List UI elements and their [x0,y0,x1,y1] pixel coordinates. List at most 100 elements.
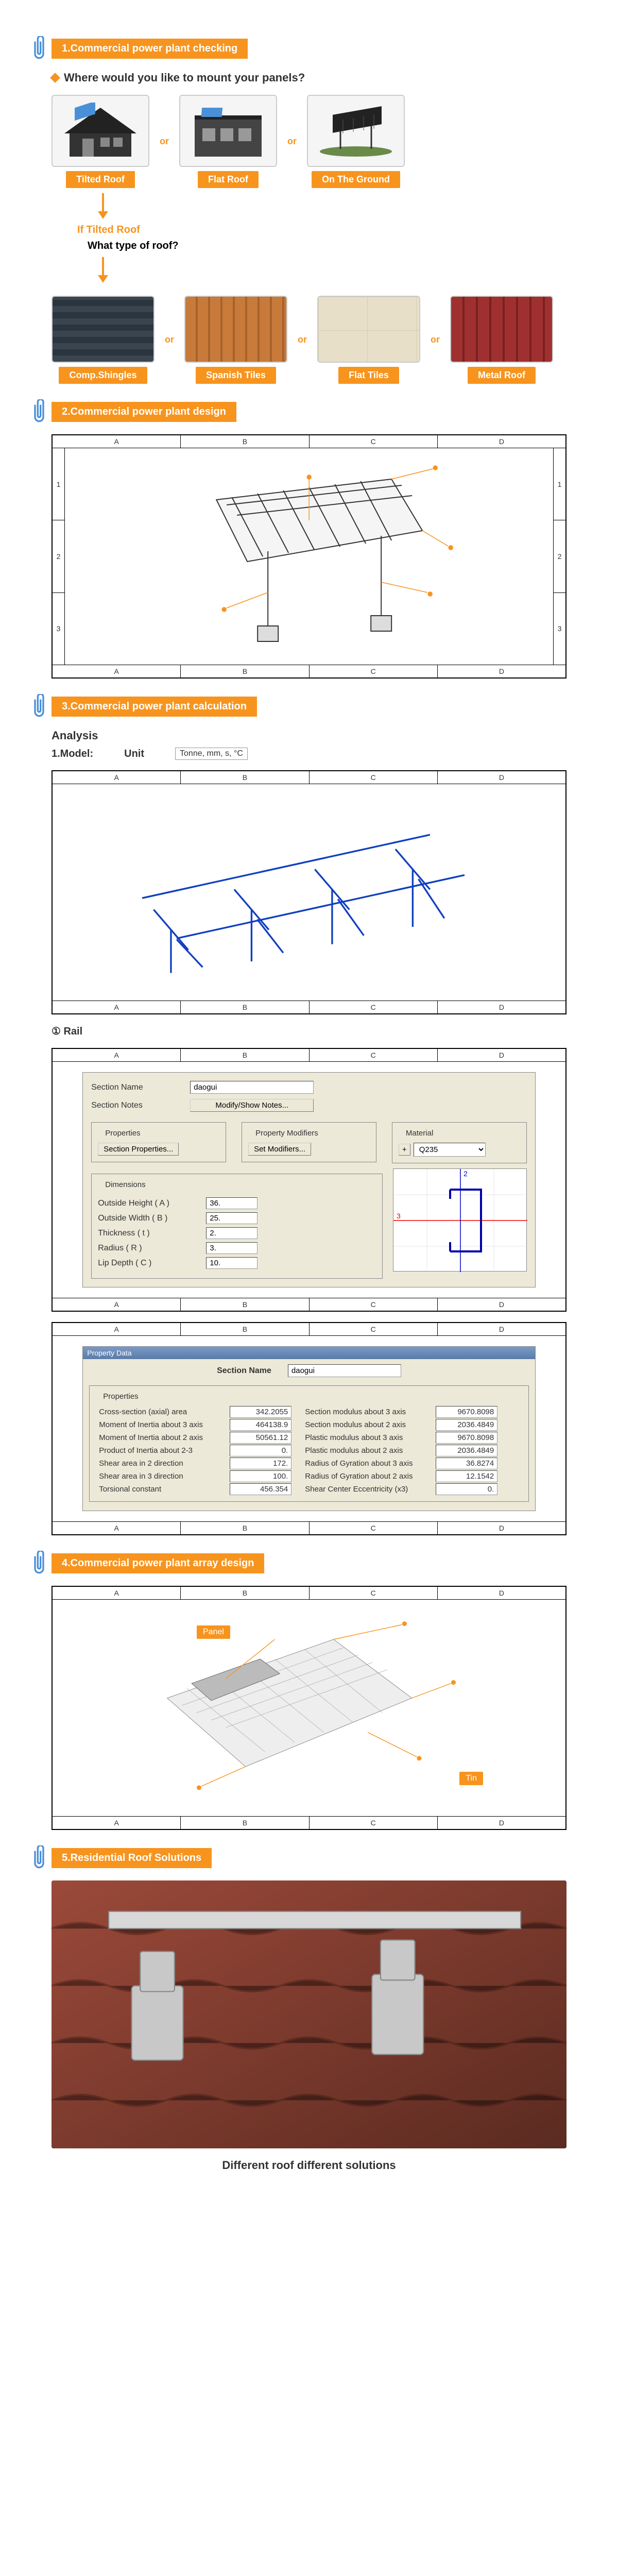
ad-coord-top: A B C D [53,1587,565,1600]
or-sep-2: or [287,136,297,147]
material-add-button[interactable]: + [399,1144,410,1156]
metal-label: Metal Roof [468,367,536,384]
coord-col-a: A [53,435,181,448]
property-data-panel: Property Data Section Name Properties Cr… [82,1346,536,1511]
pd-db: D [438,1522,565,1534]
ad-bb: B [181,1817,309,1829]
wf-cb: C [310,1001,438,1013]
dim-height-input[interactable] [206,1197,258,1209]
set-modifiers-button[interactable]: Set Modifiers... [248,1143,311,1156]
coord-top-row: A B C D [53,435,565,448]
diagram-body: 1 2 3 1 2 3 [53,448,565,665]
prop-value: 36.8274 [436,1458,497,1469]
prop-value: 2036.4849 [436,1419,497,1431]
flat-roof-image [179,95,277,167]
section-1-title: 1.Commercial power plant checking [52,39,248,59]
question-1-text: Where would you like to mount your panel… [64,71,305,84]
pd-properties-fieldset: Properties Cross-section (axial) area342… [89,1385,529,1502]
option-ground[interactable]: On The Ground [307,95,405,188]
ad-c: C [310,1587,438,1599]
coord-row-2r: 2 [554,520,565,592]
option-flat-roof[interactable]: Flat Roof [179,95,277,188]
unit-selector[interactable]: Tonne, mm, s, °C [175,748,248,760]
sf-coord-top: A B C D [53,1049,565,1062]
material-group: Material + Q235 [392,1122,527,1163]
dim-lip-label: Lip Depth ( C ) [98,1259,201,1268]
wf-a: A [53,771,181,784]
material-select[interactable]: Q235 [414,1143,486,1157]
dim-lip-input[interactable] [206,1257,258,1269]
dim-thick-label: Thickness ( t ) [98,1229,201,1238]
pd-ab: A [53,1522,181,1534]
bullet-icon [50,73,60,83]
paperclip-icon [31,1551,47,1575]
section-5-header: 5.Residential Roof Solutions [31,1845,587,1870]
modify-notes-button[interactable]: Modify/Show Notes... [190,1099,314,1112]
coord-row-1: 1 [53,448,64,520]
prop-label: Radius of Gyration about 2 axis [302,1470,425,1482]
roof-type-row: Comp.Shingles or Spanish Tiles or Flat T… [52,296,587,384]
wireframe-body [53,784,565,1001]
sf-a: A [53,1049,181,1061]
shingles-label: Comp.Shingles [59,367,147,384]
paperclip-icon [31,399,47,424]
properties-group: Properties Section Properties... [91,1122,226,1162]
prop-value: 12.1542 [436,1470,497,1482]
analysis-title: Analysis [52,729,566,742]
what-type-text: What type of roof? [88,240,587,252]
sf-d: D [438,1049,565,1061]
pd-section-name-input[interactable] [288,1364,401,1377]
coord-row-3: 3 [53,593,64,665]
section-4-title: 4.Commercial power plant array design [52,1553,264,1573]
array-diagram: A B C D Panel Tin [52,1586,566,1830]
pd-section-name-label: Section Name [217,1366,271,1376]
modifiers-group: Property Modifiers Set Modifiers... [242,1122,376,1162]
paperclip-icon [31,694,47,719]
option-shingles[interactable]: Comp.Shingles [52,296,154,384]
prop-label: Torsional constant [96,1483,219,1495]
svg-text:3: 3 [397,1212,401,1220]
ad-ab: A [53,1817,181,1829]
section-name-input[interactable] [190,1081,314,1094]
option-flat-tiles[interactable]: Flat Tiles [317,296,420,384]
wf-bb: B [181,1001,309,1013]
option-spanish[interactable]: Spanish Tiles [184,296,287,384]
material-group-title: Material [403,1129,436,1138]
section-notes-label: Section Notes [91,1101,184,1110]
section-properties-button[interactable]: Section Properties... [98,1143,179,1156]
coord-row-1r: 1 [554,448,565,520]
question-1: Where would you like to mount your panel… [52,71,587,84]
prop-label: Shear area in 2 direction [96,1458,219,1469]
section-5-title: 5.Residential Roof Solutions [52,1848,212,1868]
option-metal[interactable]: Metal Roof [450,296,553,384]
wf-d: D [438,771,565,784]
property-grid: Cross-section (axial) area342.2055Sectio… [96,1406,522,1495]
flat-tiles-image [317,296,420,363]
section-3-header: 3.Commercial power plant calculation [31,694,587,719]
dim-thick-input[interactable] [206,1227,258,1239]
unit-label: Unit [124,748,144,760]
arrow-down-icon-2 [93,257,587,285]
or-sep-4: or [298,334,307,345]
model-label: 1.Model: [52,748,93,760]
properties-group-title: Properties [102,1129,143,1138]
prop-label: Shear area in 3 direction [96,1470,219,1482]
prop-value: 9670.8098 [436,1406,497,1418]
sf-cb: C [310,1298,438,1311]
ad-coord-bottom: A B C D [53,1816,565,1829]
svg-text:2: 2 [464,1170,468,1178]
dims-plus-graph: Dimensions Outside Height ( A ) Outside … [91,1168,527,1279]
modifiers-group-title: Property Modifiers [252,1129,321,1138]
option-tilted-roof[interactable]: Tilted Roof [52,95,149,188]
prop-label: Radius of Gyration about 3 axis [302,1458,425,1469]
pd-c: C [310,1323,438,1335]
dim-radius-input[interactable] [206,1242,258,1254]
tilted-roof-image [52,95,149,167]
coord-col-c: C [310,435,438,448]
sf-c: C [310,1049,438,1061]
section-name-label: Section Name [91,1083,184,1092]
wireframe-drawing [88,794,530,990]
dim-width-input[interactable] [206,1212,258,1224]
dimensions-group: Dimensions Outside Height ( A ) Outside … [91,1174,383,1279]
dimensions-title: Dimensions [102,1180,148,1189]
